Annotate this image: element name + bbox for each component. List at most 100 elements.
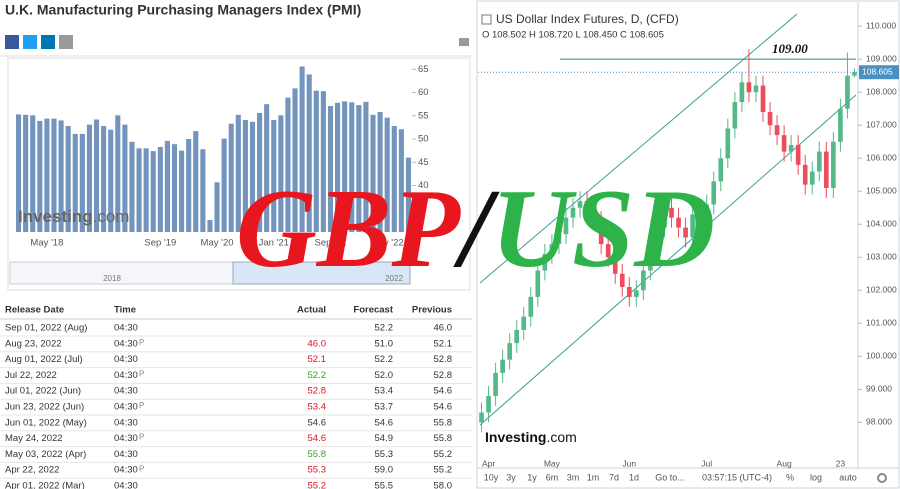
- candle-body: [852, 72, 857, 76]
- candle-body: [711, 181, 717, 205]
- cell-actual: 52.8: [308, 386, 327, 397]
- x-tick-label: Apr: [482, 458, 495, 468]
- bar: [37, 120, 43, 232]
- toolbar-button[interactable]: log: [810, 472, 822, 482]
- y-tick-label: 55: [418, 110, 429, 121]
- last-price-label: 108.605: [862, 66, 893, 76]
- x-tick-label: May '20: [201, 238, 234, 249]
- candle-body: [732, 102, 738, 129]
- bar: [356, 105, 362, 232]
- cell-time: 04:30: [114, 417, 138, 428]
- x-tick-label: May '22: [371, 238, 404, 249]
- cell-time: 04:30: [114, 465, 138, 476]
- candle-body: [704, 204, 710, 231]
- candle-body: [486, 395, 491, 413]
- toolbar-button[interactable]: auto: [839, 472, 857, 482]
- settings-button[interactable]: [877, 473, 887, 483]
- candle-body: [605, 244, 611, 258]
- toolbar-button[interactable]: 1d: [629, 472, 639, 482]
- facebook-button[interactable]: [5, 35, 19, 49]
- candle-body: [816, 151, 822, 172]
- candle-body: [619, 273, 625, 288]
- y-tick-label: 65: [418, 64, 429, 75]
- cell-date: Jul 22, 2022: [5, 370, 57, 381]
- toolbar-button[interactable]: 1y: [527, 472, 537, 482]
- toolbar-button[interactable]: 10y: [484, 472, 499, 482]
- print-button[interactable]: [459, 38, 469, 46]
- cell-forecast: 53.4: [375, 386, 394, 397]
- cell-actual: 55.8: [308, 449, 327, 460]
- toolbar-button[interactable]: 3y: [506, 472, 516, 482]
- cell-date: Jun 01, 2022 (May): [5, 417, 87, 428]
- bar: [264, 104, 270, 232]
- toolbar-button[interactable]: 6m: [546, 472, 559, 482]
- bar: [384, 117, 390, 232]
- bar: [320, 91, 326, 233]
- toolbar-button[interactable]: 1m: [587, 472, 600, 482]
- bar: [405, 157, 412, 232]
- candle-body: [697, 214, 702, 231]
- candle-body: [535, 270, 541, 297]
- y-tick-label: 107.000: [866, 119, 897, 129]
- bar: [398, 129, 404, 232]
- cell-actual: 53.4: [308, 402, 327, 413]
- column-header: Actual: [297, 305, 326, 316]
- column-header: Previous: [412, 305, 452, 316]
- bar: [143, 148, 149, 232]
- x-tick-label: May: [544, 458, 561, 468]
- cell-previous: 54.6: [434, 386, 453, 397]
- toolbar-button[interactable]: %: [786, 472, 794, 482]
- cell-forecast: 52.2: [375, 354, 394, 365]
- ohlc-readout: O 108.502 H 108.720 L 108.450 C 108.605: [482, 30, 664, 41]
- bar: [306, 74, 312, 232]
- candle-body: [514, 329, 520, 344]
- cell-actual: 54.6: [308, 417, 327, 428]
- x-tick-label: Aug: [777, 458, 792, 468]
- candle-body: [690, 214, 695, 238]
- left-panel: [0, 0, 474, 489]
- candle-body: [824, 151, 829, 188]
- bar: [342, 101, 348, 232]
- candle-body: [584, 201, 590, 212]
- preliminary-flag: P: [139, 370, 144, 379]
- bar: [242, 119, 248, 232]
- cell-previous: 46.0: [434, 323, 453, 334]
- bar: [129, 141, 135, 232]
- navigator-selection[interactable]: [232, 261, 411, 285]
- bar: [193, 131, 199, 232]
- chart-frame: [476, 0, 900, 489]
- bar: [101, 126, 107, 232]
- toolbar-button: 03:57:15 (UTC-4): [702, 472, 772, 482]
- bar: [108, 129, 114, 232]
- x-tick-label: Sep '21: [315, 238, 347, 249]
- candle-body: [753, 85, 759, 93]
- overlay-title: GBP/USD: [236, 167, 715, 291]
- bar: [23, 114, 29, 232]
- toolbar-button[interactable]: Go to...: [655, 472, 685, 482]
- twitter-button[interactable]: [23, 35, 37, 49]
- candle-body: [831, 141, 836, 188]
- y-tick-label: 102.000: [866, 285, 897, 295]
- cell-forecast: 52.0: [375, 370, 394, 381]
- bar: [164, 140, 170, 232]
- candle-body: [683, 227, 688, 238]
- chart-frame: [7, 57, 471, 291]
- email-button[interactable]: [59, 35, 73, 49]
- x-tick-label: Jan '21: [259, 238, 289, 249]
- watermark: Investing.com: [18, 207, 129, 226]
- cell-time: 04:30: [114, 433, 138, 444]
- toolbar-button[interactable]: 3m: [567, 472, 580, 482]
- linkedin-button[interactable]: [41, 35, 55, 49]
- cell-previous: 58.0: [434, 481, 453, 489]
- candle-body: [556, 234, 562, 245]
- toolbar-button[interactable]: 7d: [609, 472, 619, 482]
- bar: [327, 106, 334, 232]
- bar: [228, 123, 234, 232]
- bar: [122, 124, 128, 232]
- watermark-domain: .com: [546, 429, 576, 445]
- preliminary-flag: P: [139, 464, 144, 473]
- bar: [278, 115, 284, 232]
- candle-body: [809, 171, 815, 185]
- candle-body: [542, 253, 548, 271]
- candle-body: [746, 82, 752, 93]
